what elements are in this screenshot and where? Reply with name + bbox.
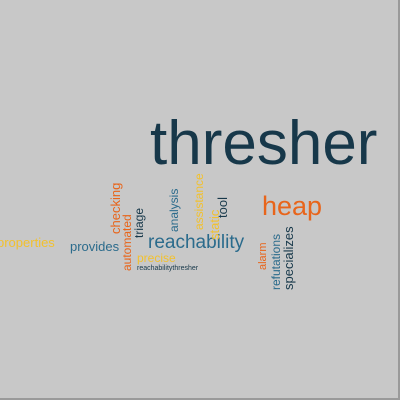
word-provides: provides <box>70 239 120 254</box>
word-thresher: thresher <box>150 109 378 178</box>
word-reachabilitythresher: reachabilitythresher <box>137 265 199 272</box>
word-specializes: specializes <box>281 226 296 290</box>
word-static: static <box>207 209 222 240</box>
word-precise: precise <box>137 251 176 265</box>
word-assistance: assistance <box>192 173 206 230</box>
word-heap: heap <box>262 191 323 221</box>
word-properties: properties <box>0 235 55 250</box>
word-analysis: analysis <box>167 188 181 232</box>
word-reachability: reachability <box>148 232 245 253</box>
word-alarm: alarm <box>257 242 269 270</box>
word-triage: triage <box>132 207 146 238</box>
word-checking: checking <box>108 182 123 234</box>
